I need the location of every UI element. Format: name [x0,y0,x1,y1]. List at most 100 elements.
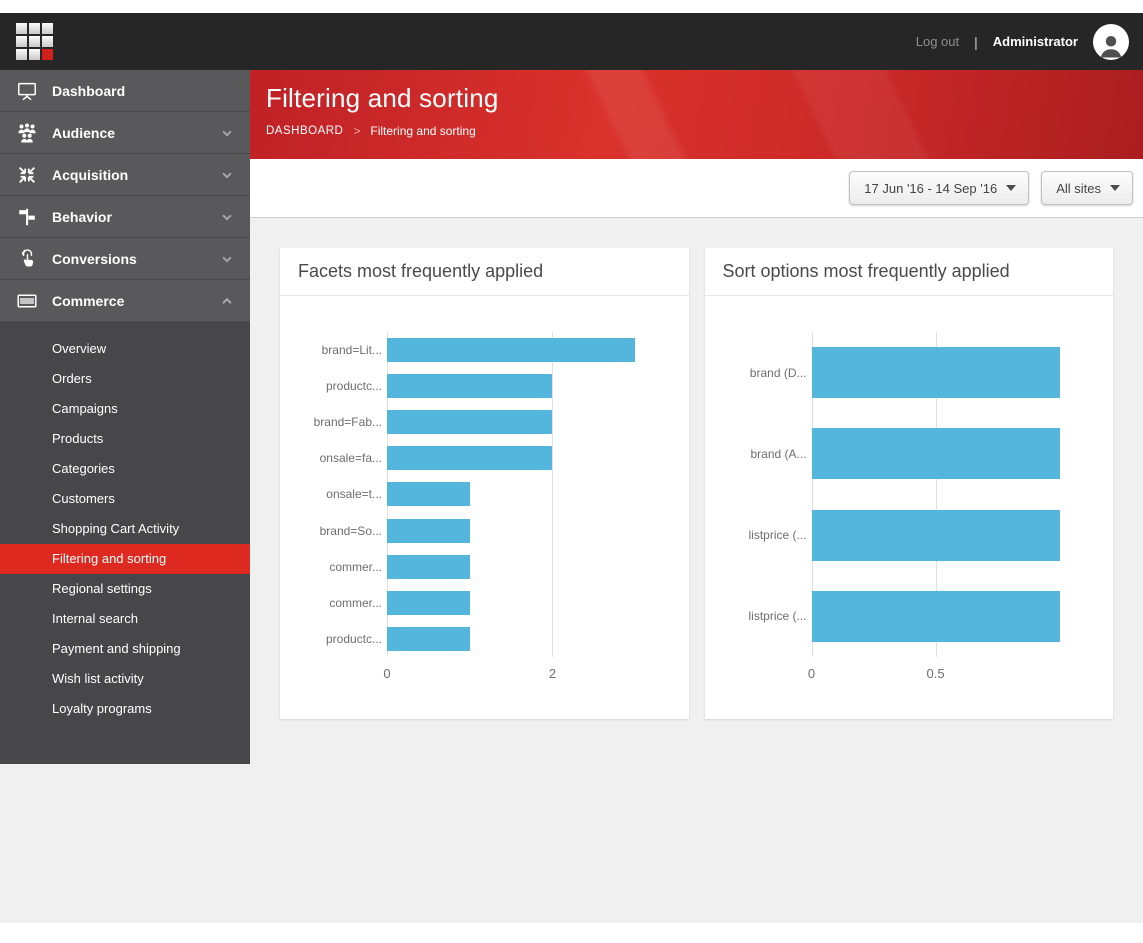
sidebar-item-label: Conversions [52,250,137,267]
breadcrumb-dashboard-link[interactable]: DASHBOARD [266,125,344,137]
bar [811,428,1060,480]
sort-options-chart-card: Sort options most frequently applied bra… [704,248,1113,719]
x-axis-tick: 2 [548,666,557,681]
submenu-item-campaigns[interactable]: Campaigns [52,401,118,416]
bar-row [811,332,1088,413]
facets-chart-card: Facets most frequently applied brand=Lit… [280,248,689,719]
bar-row [387,513,663,549]
bar [387,518,470,543]
x-axis-tick: 0 [383,666,391,681]
sidebar-item-conversions[interactable]: Conversions [0,238,250,280]
submenu-item-internal-search[interactable]: Internal search [52,611,138,626]
gridline [935,332,937,657]
bar-row [811,413,1088,494]
category-label: onsale=fa... [319,451,382,466]
chevron-down-icon [220,126,234,140]
category-label: brand=Lit... [321,343,382,358]
bar-row [387,332,663,368]
audience-icon [14,121,40,145]
category-label: brand=So... [319,523,382,538]
sidebar: Dashboard Audience Acquisition Behavior Conv… [0,70,250,923]
bar [387,554,470,579]
sidebar-empty-area [0,764,250,923]
sidebar-item-behavior[interactable]: Behavior [0,196,250,238]
sidebar-item-dashboard[interactable]: Dashboard [0,70,250,112]
logout-link[interactable]: Log out [915,34,960,49]
sidebar-item-label: Commerce [52,292,125,309]
sidebar-item-label: Dashboard [52,82,126,99]
date-range-dropdown[interactable]: 17 Jun '16 - 14 Sep '16 [849,171,1030,205]
caret-down-icon [1110,185,1120,191]
acquisition-icon [14,163,40,187]
behavior-icon [14,205,40,229]
submenu-item-filtering-and-sorting[interactable]: Filtering and sorting [0,544,250,574]
sidebar-item-commerce[interactable]: Commerce [0,280,250,322]
category-label: commer... [329,559,382,574]
bar [387,410,553,435]
category-label: brand (A... [750,446,807,461]
sidebar-item-label: Audience [52,124,116,141]
topbar: Log out | Administrator [0,13,1143,70]
chevron-down-icon [220,252,234,266]
bar [387,482,470,507]
submenu-item-regional-settings[interactable]: Regional settings [52,581,152,596]
category-label: onsale=t... [326,487,382,502]
submenu-item-payment-and-shipping[interactable]: Payment and shipping [52,641,181,656]
bar [387,446,553,471]
top-margin-strip [0,0,1143,13]
submenu-item-overview[interactable]: Overview [52,341,107,356]
bottom-margin-strip [0,923,1143,943]
submenu-item-wish-list-activity[interactable]: Wish list activity [52,671,144,686]
topbar-separator: | [974,33,978,50]
commerce-icon [14,289,40,313]
caret-down-icon [1006,185,1017,191]
x-axis-tick: 0.5 [926,666,945,681]
category-label: brand (D... [749,365,807,380]
page-header: Filtering and sorting DASHBOARD > Filter… [250,70,1143,159]
category-label: listprice (... [748,609,807,624]
chevron-down-icon [220,168,234,182]
user-menu[interactable]: Administrator [992,34,1078,49]
gridline [552,332,554,657]
bar [811,347,1060,399]
category-label: productc... [325,631,382,646]
breadcrumb-current: Filtering and sorting [370,124,476,138]
person-icon [1100,35,1122,57]
dashboard-icon [14,79,40,103]
bar [387,338,636,363]
gridline [811,332,813,657]
submenu-item-orders[interactable]: Orders [52,371,92,386]
submenu-item-loyalty-programs[interactable]: Loyalty programs [52,701,152,716]
dashboard-content: Facets most frequently applied brand=Lit… [250,218,1143,923]
bar [387,374,553,399]
chevron-down-icon [220,210,234,224]
bar-row [387,621,663,657]
site-filter-value: All sites [1056,180,1101,196]
submenu-item-categories[interactable]: Categories [52,461,115,476]
x-axis-tick: 0 [807,666,816,681]
app-launcher-grid-icon[interactable] [16,23,53,60]
breadcrumb: DASHBOARD > Filtering and sorting [266,124,1143,138]
bar-row [387,368,663,404]
bar-row [387,476,663,512]
category-label: productc... [325,379,382,394]
bar [387,626,470,651]
card-title: Sort options most frequently applied [704,248,1113,296]
submenu-item-customers[interactable]: Customers [52,491,115,506]
bar-row [811,495,1088,576]
bar-row [811,576,1088,657]
user-avatar[interactable] [1093,23,1129,60]
sidebar-item-label: Behavior [52,208,112,225]
sidebar-item-acquisition[interactable]: Acquisition [0,154,250,196]
bar-row [387,404,663,440]
page-title: Filtering and sorting [266,83,499,113]
commerce-submenu: Overview Orders Campaigns Products Categorie… [0,322,250,764]
sidebar-item-audience[interactable]: Audience [0,112,250,154]
sidebar-nav: Dashboard Audience Acquisition Behavior Conv… [0,70,250,322]
submenu-item-products[interactable]: Products [52,431,104,446]
site-filter-dropdown[interactable]: All sites [1041,171,1133,205]
bar-row [387,585,663,621]
submenu-item-shopping-cart-activity[interactable]: Shopping Cart Activity [52,521,180,536]
conversions-icon [14,247,40,271]
card-title: Facets most frequently applied [280,248,689,296]
